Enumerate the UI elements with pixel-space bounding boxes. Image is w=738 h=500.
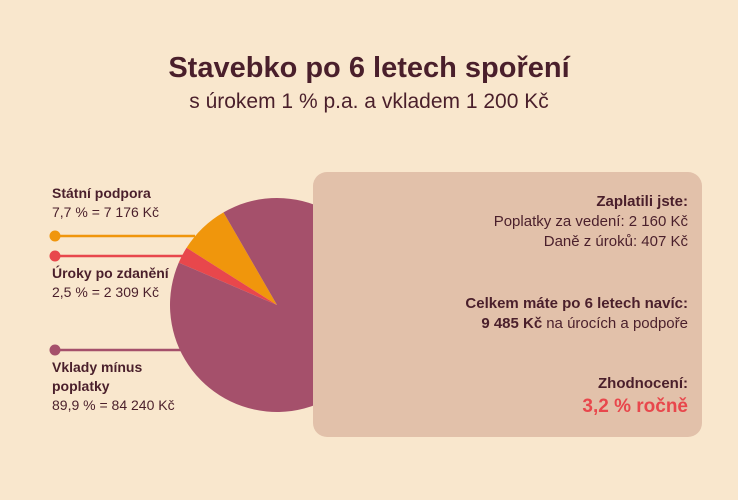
category-label: Úroky po zdanění xyxy=(52,265,169,281)
pie-slice xyxy=(178,247,277,305)
rating-value: 3,2 % ročně xyxy=(582,396,688,417)
total-text: na úrocích a podpoře xyxy=(546,315,688,332)
paid-item: Daně z úroků: 407 Kč xyxy=(543,233,688,250)
rating-heading: Zhodnocení: xyxy=(598,375,688,392)
paid-heading: Zaplatili jste: xyxy=(596,193,688,210)
legend-dot xyxy=(49,344,61,356)
slice-label: Vklady mínus poplatky 89,9 % = 84 240 Kč xyxy=(52,358,177,415)
paid-item: Poplatky za vedení: 2 160 Kč xyxy=(493,213,688,230)
pie-slice xyxy=(186,212,277,305)
summary-panel xyxy=(313,172,702,437)
slice-label: Úroky po zdanění 2,5 % = 2 309 Kč xyxy=(52,264,177,302)
legend-dot xyxy=(49,230,61,242)
paid-block: Zaplatili jste: Poplatky za vedení: 2 16… xyxy=(494,192,688,252)
total-line: 9 485 Kč na úrocích a podpoře xyxy=(465,314,688,334)
total-heading: Celkem máte po 6 letech navíc: xyxy=(465,295,688,312)
value-label: 2,5 % = 2 309 Kč xyxy=(52,284,160,300)
category-label: Vklady mínus poplatky xyxy=(52,359,143,394)
legend-dot xyxy=(49,250,61,262)
subtitle: s úrokem 1 % p.a. a vkladem 1 200 Kč xyxy=(189,90,549,113)
rating-block: Zhodnocení: 3,2 % ročně xyxy=(582,374,688,420)
total-block: Celkem máte po 6 letech navíc: 9 485 Kč n… xyxy=(465,294,688,334)
title: Stavebko po 6 letech spoření xyxy=(168,52,570,84)
slice-label: Státní podpora 7,7 % = 7 176 Kč xyxy=(52,184,177,222)
category-label: Státní podpora xyxy=(52,185,151,201)
value-label: 89,9 % = 84 240 Kč xyxy=(52,397,175,413)
value-label: 7,7 % = 7 176 Kč xyxy=(52,204,160,220)
total-amount: 9 485 Kč xyxy=(481,315,543,332)
